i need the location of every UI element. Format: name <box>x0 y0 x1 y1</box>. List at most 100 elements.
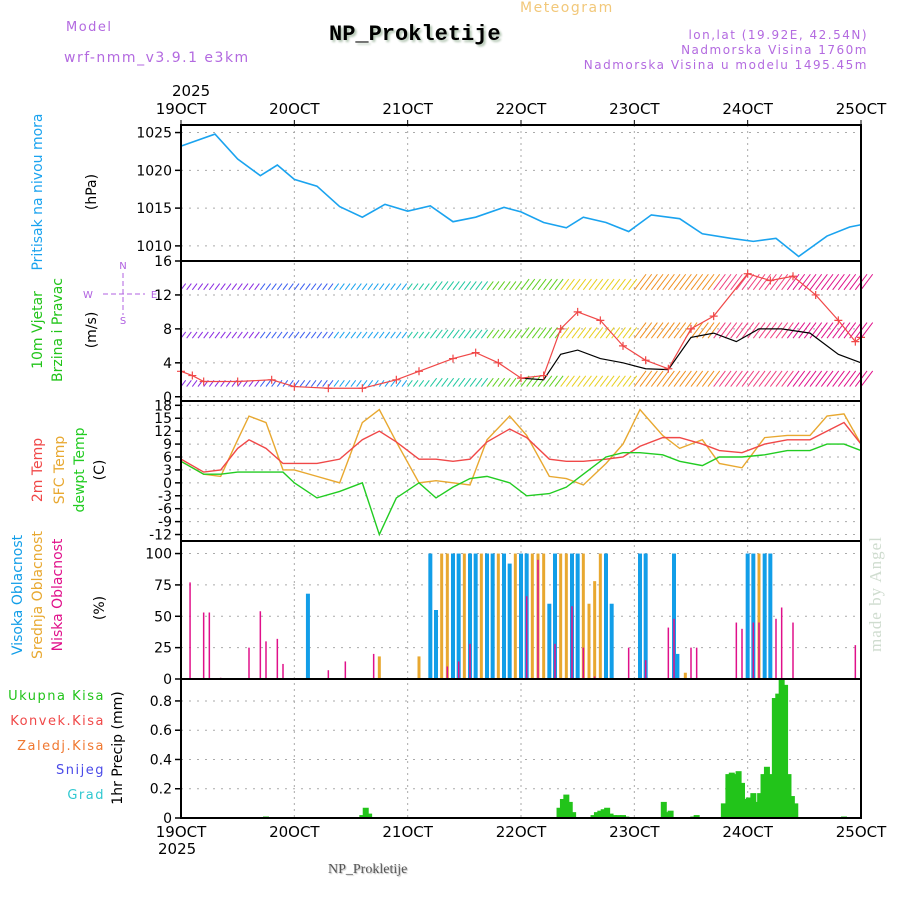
precip-bar <box>778 679 785 818</box>
wind-barb <box>441 329 449 339</box>
y-tick-label: -6 <box>158 502 172 518</box>
wind-barb <box>673 273 687 291</box>
wind-barb <box>469 377 477 387</box>
cloud-mid-bar <box>417 656 421 679</box>
wind-barb <box>322 331 328 339</box>
cloud-low-bar <box>627 647 630 679</box>
wind-barb <box>554 278 564 291</box>
cloud-low-bar <box>344 661 347 679</box>
wind-barb <box>741 322 755 339</box>
wind-speed-marker <box>233 377 242 386</box>
cloud-high-bar <box>609 603 614 679</box>
x-tick-label-top: 22OCT <box>496 100 547 118</box>
footer-station: NP_Prokletije <box>328 862 408 877</box>
cloud-high-bar <box>553 553 557 679</box>
wind-barb <box>293 380 300 387</box>
cloud-low-bar <box>525 596 528 679</box>
precip-bar <box>742 798 749 818</box>
precip-bar <box>563 794 570 818</box>
wind-barb <box>594 327 604 339</box>
wind-speed-marker <box>641 356 650 365</box>
cloud-low-bar <box>457 661 460 679</box>
wind-barb <box>242 331 249 339</box>
wind-barb <box>673 322 687 339</box>
wind-barb <box>565 375 575 387</box>
wind-barb <box>628 278 638 291</box>
x-year-bottom: 2025 <box>158 840 196 858</box>
x-tick-label-bottom: 24OCT <box>722 823 773 841</box>
wind-barb <box>577 375 587 387</box>
compass-n: N <box>119 261 126 272</box>
wind-barb <box>701 273 715 291</box>
wind-barb <box>815 370 828 387</box>
precip-bar <box>664 812 671 818</box>
wind-speed-marker <box>851 337 860 346</box>
wind-barb <box>662 370 675 387</box>
wind-barb <box>412 331 419 339</box>
wind-barb <box>820 370 834 387</box>
wind-barb <box>492 329 500 339</box>
wind-barb <box>531 327 541 339</box>
wind-barb <box>656 370 670 387</box>
wind-speed-marker <box>687 324 695 333</box>
wind-barb <box>758 273 772 291</box>
wind-barb <box>730 370 743 387</box>
wind-speed-marker <box>834 316 843 325</box>
wind-speed-marker <box>709 312 718 321</box>
cloud-low-bar <box>752 622 755 679</box>
wind-barb <box>390 380 396 387</box>
y-tick-label: 9 <box>163 437 172 453</box>
precip-bar <box>593 812 600 818</box>
wind-barb <box>299 380 306 387</box>
wind-barb <box>310 283 317 291</box>
precip-bar <box>556 807 563 818</box>
precip-bar <box>610 815 617 818</box>
wind-barb <box>254 331 260 339</box>
wind-barb <box>809 370 823 387</box>
wind-barb <box>339 283 345 291</box>
wind-barb <box>526 375 536 387</box>
wind-barb <box>497 377 506 387</box>
y-tick-label: 25 <box>154 641 172 657</box>
wind-barb <box>412 380 419 387</box>
wind-speed-marker <box>573 307 582 316</box>
wind-barb <box>214 283 221 291</box>
wind-barb <box>667 370 681 387</box>
cloud-low-bar <box>582 647 585 679</box>
wind-barb <box>225 283 232 291</box>
year-top: 2025 <box>172 82 211 100</box>
wind-barb <box>310 331 317 339</box>
wind-barb <box>611 375 621 387</box>
wind-barb <box>560 375 570 387</box>
y-tick-label: 1015 <box>136 201 172 217</box>
precip-bar <box>792 803 799 818</box>
wind-barb <box>645 322 658 339</box>
wind-barb <box>713 322 726 339</box>
wind-barb <box>781 322 794 339</box>
wind-barb <box>650 370 664 387</box>
wind-barb <box>242 283 249 291</box>
y-tick-label: 0 <box>163 476 172 492</box>
cloud-low-bar <box>673 618 675 679</box>
cloud-high-bar <box>604 553 608 679</box>
x-tick-label-bottom: 19OCT <box>156 823 207 841</box>
y-tick-label: 3 <box>163 463 172 479</box>
wind-barb <box>259 380 266 387</box>
wind-barb <box>503 329 511 339</box>
wind-barb <box>446 329 455 339</box>
wind-barb <box>832 273 845 291</box>
wind-barb <box>769 273 783 291</box>
wind-barb <box>367 331 374 339</box>
precip-bar <box>725 774 732 818</box>
wind-barb <box>327 331 334 339</box>
wind-barb <box>344 331 351 339</box>
wind-barb <box>588 327 598 339</box>
wind-speed-marker <box>199 377 208 386</box>
wind-barb <box>446 377 455 387</box>
wind-barb <box>486 329 494 339</box>
wind-barb <box>316 283 323 291</box>
wind-barb <box>197 283 204 291</box>
wind-barb <box>724 370 738 387</box>
x-tick-label-bottom: 21OCT <box>382 823 433 841</box>
wind-barb <box>373 331 379 339</box>
